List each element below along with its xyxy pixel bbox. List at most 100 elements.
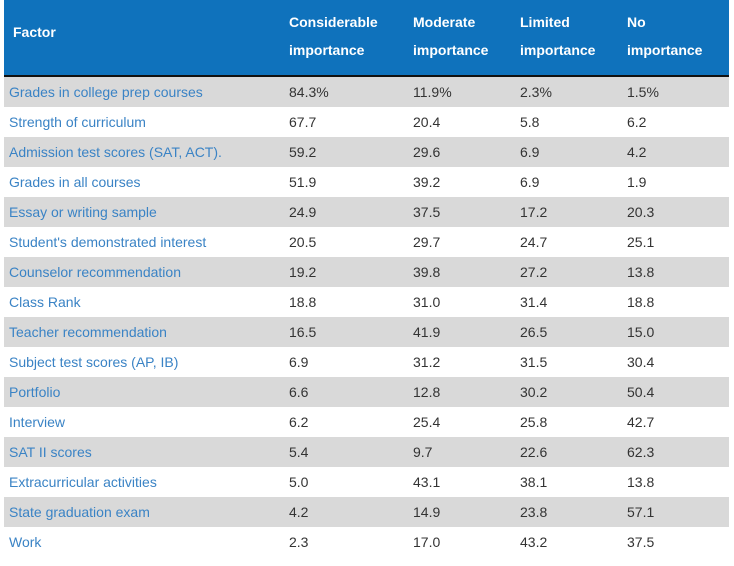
no-importance-cell: 20.3	[627, 204, 655, 220]
considerable-importance-cell: 5.4	[289, 444, 309, 460]
header-considerable-line2: importance	[289, 42, 365, 58]
no-importance-cell: 1.9	[627, 174, 647, 190]
moderate-importance-cell: 39.8	[413, 264, 441, 280]
no-importance-cell: 37.5	[627, 534, 655, 550]
moderate-importance-cell: 43.1	[413, 474, 441, 490]
limited-importance-cell: 17.2	[520, 204, 548, 220]
moderate-importance-cell: 31.0	[413, 294, 441, 310]
factor-cell: Class Rank	[9, 294, 81, 310]
no-importance-cell: 1.5%	[627, 84, 659, 100]
no-importance-cell: 57.1	[627, 504, 655, 520]
header-no-line1: No	[627, 14, 646, 30]
no-importance-cell: 62.3	[627, 444, 655, 460]
header-no-line2: importance	[627, 42, 703, 58]
moderate-importance-cell: 41.9	[413, 324, 441, 340]
limited-importance-cell: 26.5	[520, 324, 548, 340]
table-row: Teacher recommendation 16.5 41.9 26.5 15.0	[4, 317, 729, 347]
considerable-importance-cell: 6.9	[289, 354, 309, 370]
moderate-importance-cell: 39.2	[413, 174, 441, 190]
header-no: No importance	[627, 8, 702, 64]
considerable-importance-cell: 18.8	[289, 294, 317, 310]
header-moderate-line2: importance	[413, 42, 489, 58]
moderate-importance-cell: 20.4	[413, 114, 441, 130]
no-importance-cell: 15.0	[627, 324, 655, 340]
moderate-importance-cell: 29.7	[413, 234, 441, 250]
no-importance-cell: 13.8	[627, 264, 655, 280]
limited-importance-cell: 43.2	[520, 534, 548, 550]
table-row: Student's demonstrated interest 20.5 29.7 2…	[4, 227, 729, 257]
considerable-importance-cell: 59.2	[289, 144, 317, 160]
factor-cell: Grades in all courses	[9, 174, 141, 190]
moderate-importance-cell: 29.6	[413, 144, 441, 160]
limited-importance-cell: 5.8	[520, 114, 540, 130]
factor-cell: Work	[9, 534, 42, 550]
limited-importance-cell: 38.1	[520, 474, 548, 490]
table-header: Factor Considerable importance Moderate …	[4, 0, 729, 77]
header-considerable-line1: Considerable	[289, 14, 378, 30]
importance-table: Factor Considerable importance Moderate …	[4, 0, 729, 557]
header-factor: Factor	[13, 24, 56, 40]
header-limited-line1: Limited	[520, 14, 570, 30]
table-row: Class Rank 18.8 31.0 31.4 18.8	[4, 287, 729, 317]
table-row: Grades in college prep courses 84.3% 11.9%…	[4, 77, 729, 107]
table-row: SAT II scores 5.4 9.7 22.6 62.3	[4, 437, 729, 467]
no-importance-cell: 13.8	[627, 474, 655, 490]
table-row: Extracurricular activities 5.0 43.1 38.1 13.…	[4, 467, 729, 497]
limited-importance-cell: 23.8	[520, 504, 548, 520]
considerable-importance-cell: 5.0	[289, 474, 309, 490]
no-importance-cell: 30.4	[627, 354, 655, 370]
table-row: Subject test scores (AP, IB) 6.9 31.2 31.5 3…	[4, 347, 729, 377]
factor-cell: Interview	[9, 414, 66, 430]
no-importance-cell: 18.8	[627, 294, 655, 310]
limited-importance-cell: 2.3%	[520, 84, 552, 100]
moderate-importance-cell: 31.2	[413, 354, 441, 370]
moderate-importance-cell: 12.8	[413, 384, 441, 400]
no-importance-cell: 42.7	[627, 414, 655, 430]
moderate-importance-cell: 11.9%	[413, 84, 452, 100]
table-row: Portfolio 6.6 12.8 30.2 50.4	[4, 377, 729, 407]
factor-cell: Strength of curriculum	[9, 114, 146, 130]
considerable-importance-cell: 20.5	[289, 234, 317, 250]
limited-importance-cell: 6.9	[520, 144, 540, 160]
considerable-importance-cell: 67.7	[289, 114, 317, 130]
moderate-importance-cell: 37.5	[413, 204, 441, 220]
moderate-importance-cell: 25.4	[413, 414, 441, 430]
factor-cell: Teacher recommendation	[9, 324, 167, 340]
factor-cell: Student's demonstrated interest	[9, 234, 207, 250]
limited-importance-cell: 31.4	[520, 294, 548, 310]
limited-importance-cell: 22.6	[520, 444, 548, 460]
limited-importance-cell: 27.2	[520, 264, 548, 280]
limited-importance-cell: 25.8	[520, 414, 548, 430]
factor-cell: Admission test scores (SAT, ACT).	[9, 144, 222, 160]
table-row: Admission test scores (SAT, ACT). 59.2 29.…	[4, 137, 729, 167]
limited-importance-cell: 31.5	[520, 354, 548, 370]
considerable-importance-cell: 6.6	[289, 384, 309, 400]
considerable-importance-cell: 84.3%	[289, 84, 329, 100]
factor-cell: Extracurricular activities	[9, 474, 157, 490]
moderate-importance-cell: 14.9	[413, 504, 441, 520]
considerable-importance-cell: 51.9	[289, 174, 317, 190]
factor-cell: Subject test scores (AP, IB)	[9, 354, 179, 370]
limited-importance-cell: 6.9	[520, 174, 540, 190]
considerable-importance-cell: 6.2	[289, 414, 309, 430]
header-limited: Limited importance	[520, 8, 595, 64]
considerable-importance-cell: 24.9	[289, 204, 317, 220]
considerable-importance-cell: 16.5	[289, 324, 317, 340]
table-row: State graduation exam 4.2 14.9 23.8 57.1	[4, 497, 729, 527]
table-row: Essay or writing sample 24.9 37.5 17.2 20.3	[4, 197, 729, 227]
moderate-importance-cell: 17.0	[413, 534, 441, 550]
header-limited-line2: importance	[520, 42, 596, 58]
table-body: Grades in college prep courses 84.3% 11.9%…	[4, 77, 729, 557]
no-importance-cell: 4.2	[627, 144, 647, 160]
table-row: Counselor recommendation 19.2 39.8 27.2 13.8	[4, 257, 729, 287]
no-importance-cell: 50.4	[627, 384, 655, 400]
factor-cell: Portfolio	[9, 384, 61, 400]
no-importance-cell: 25.1	[627, 234, 655, 250]
table-row: Strength of curriculum 67.7 20.4 5.8 6.2	[4, 107, 729, 137]
header-considerable: Considerable importance	[289, 8, 378, 64]
limited-importance-cell: 24.7	[520, 234, 548, 250]
table-row: Grades in all courses 51.9 39.2 6.9 1.9	[4, 167, 729, 197]
factor-cell: State graduation exam	[9, 504, 150, 520]
table-row: Interview 6.2 25.4 25.8 42.7	[4, 407, 729, 437]
moderate-importance-cell: 9.7	[413, 444, 433, 460]
